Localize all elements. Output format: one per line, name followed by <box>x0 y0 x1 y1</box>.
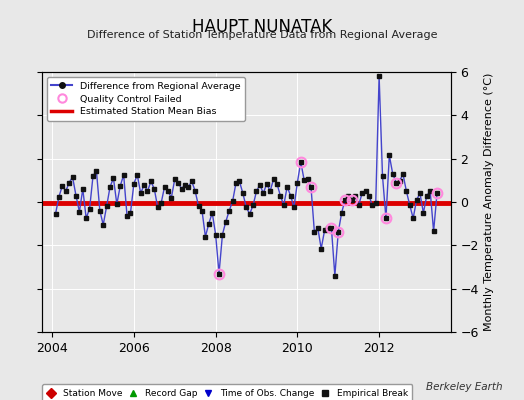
Y-axis label: Monthly Temperature Anomaly Difference (°C): Monthly Temperature Anomaly Difference (… <box>484 73 494 331</box>
Legend: Station Move, Record Gap, Time of Obs. Change, Empirical Break: Station Move, Record Gap, Time of Obs. C… <box>42 384 412 400</box>
Text: HAUPT NUNATAK: HAUPT NUNATAK <box>192 18 332 36</box>
Text: Difference of Station Temperature Data from Regional Average: Difference of Station Temperature Data f… <box>87 30 437 40</box>
Text: Berkeley Earth: Berkeley Earth <box>427 382 503 392</box>
